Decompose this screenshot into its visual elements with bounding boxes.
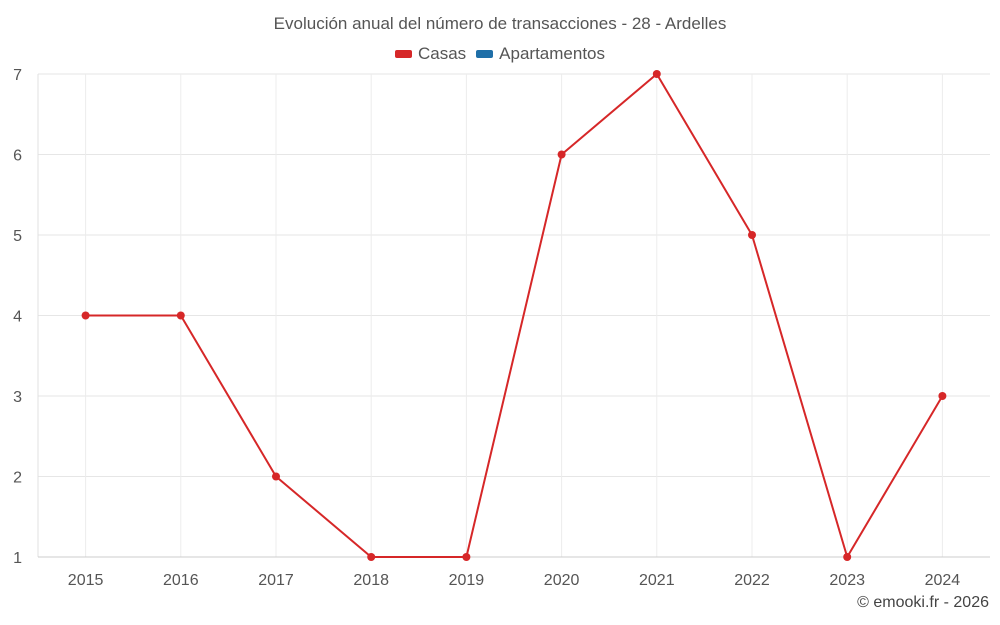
x-tick-label-2023: 2023: [829, 572, 865, 589]
x-tick-label-2017: 2017: [258, 572, 294, 589]
series-line-casas: [84, 73, 944, 558]
chart-title: Evolución anual del número de transaccio…: [273, 14, 727, 33]
x-tick-label-2016: 2016: [163, 572, 199, 589]
legend-swatch-casas: [394, 50, 412, 58]
credit-text: © emooki.fr - 2026: [857, 594, 989, 611]
data-point-casas-2020: [557, 150, 566, 159]
x-tick-label-2022: 2022: [734, 572, 770, 589]
y-tick-label-5: 5: [13, 228, 22, 245]
y-tick-label-7: 7: [13, 67, 22, 84]
points-layer: [81, 70, 947, 561]
data-point-casas-2017: [272, 472, 280, 481]
x-tick-label-2020: 2020: [544, 572, 580, 589]
axis-layer: 1 2 3 4 5 6 7 2015 2016 2017 2018 2019 2020 2021 2022 2…: [13, 67, 990, 589]
series-layer: [84, 73, 944, 558]
y-tick-label-4: 4: [13, 309, 22, 326]
x-tick-label-2018: 2018: [353, 572, 389, 589]
data-point-casas-2021: [652, 70, 661, 78]
legend: Casas Apartamentos: [0, 44, 1000, 64]
y-tick-label-1: 1: [13, 550, 22, 567]
y-tick-label-2: 2: [13, 470, 22, 487]
legend-item-apartamentos[interactable]: Apartamentos: [476, 44, 605, 64]
data-point-casas-2015: [81, 311, 90, 320]
grid-layer: [38, 73, 990, 557]
y-tick-label-3: 3: [13, 389, 22, 406]
data-point-casas-2022: [748, 231, 756, 239]
x-tick-label-2024: 2024: [925, 572, 961, 589]
data-point-casas-2019: [462, 553, 471, 561]
x-tick-label-2019: 2019: [449, 572, 485, 589]
legend-swatch-apartamentos: [476, 50, 494, 58]
x-tick-label-2021: 2021: [639, 572, 675, 589]
legend-item-casas[interactable]: Casas: [394, 44, 467, 64]
y-tick-label-6: 6: [13, 148, 22, 165]
data-point-casas-2018: [367, 553, 376, 561]
data-point-casas-2024: [938, 392, 947, 400]
data-point-casas-2023: [843, 553, 852, 561]
legend-label-casas: Casas: [417, 44, 467, 63]
x-tick-label-2015: 2015: [68, 572, 104, 589]
legend-label-apartamentos: Apartamentos: [499, 44, 606, 63]
data-point-casas-2016: [176, 311, 185, 320]
